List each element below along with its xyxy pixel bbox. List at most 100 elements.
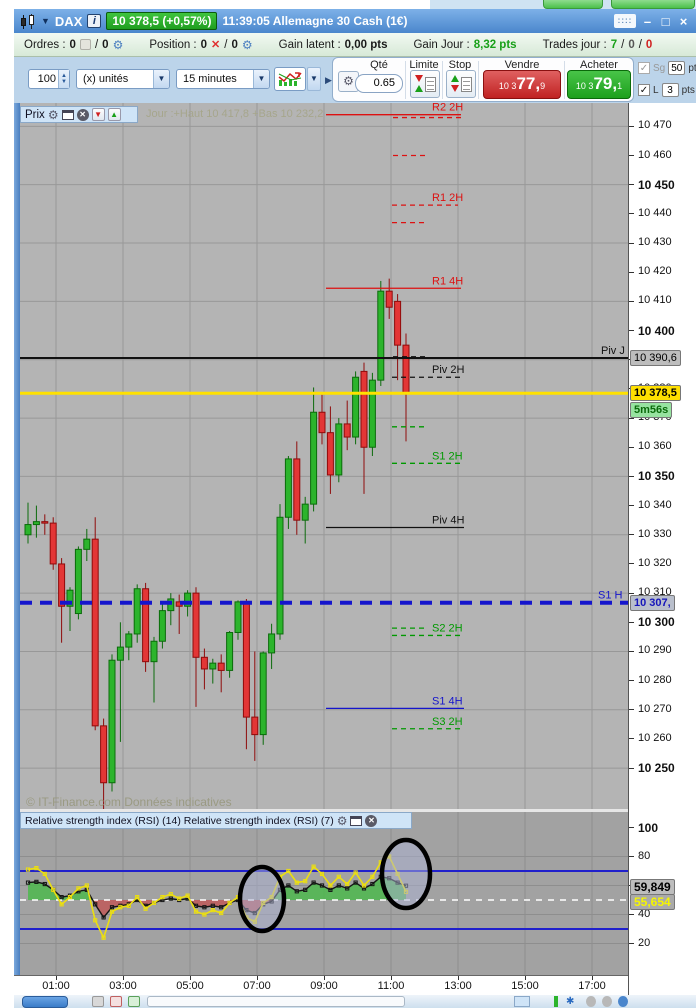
- unit-mode-value: (x) unités: [83, 73, 129, 85]
- rsi-line: [27, 876, 407, 919]
- background-green-button[interactable]: [543, 0, 603, 9]
- level-label: R2 2H: [432, 103, 463, 114]
- pane-splitter[interactable]: [20, 809, 628, 812]
- time-tick-label: 15:00: [511, 980, 539, 992]
- time-tick-label: 07:00: [243, 980, 271, 992]
- candle: [158, 610, 166, 642]
- candle: [310, 411, 318, 505]
- price-pane-header: Prix ⚙ ✕ ▼ ▲: [20, 106, 138, 123]
- limit-unit: pts: [681, 84, 695, 96]
- buy-price-main: 79,: [593, 74, 618, 93]
- price-tick-label: 10 430: [638, 236, 672, 249]
- buy-arrow-icon[interactable]: ▲: [107, 108, 121, 121]
- gain-jour-value: 8,32 pts: [473, 38, 517, 51]
- price-tick-label: 10 410: [638, 294, 672, 307]
- instrument-dropdown-caret-icon[interactable]: ▼: [41, 16, 50, 26]
- time-tick-label: 01:00: [42, 980, 70, 992]
- taskbar-blue-circle-icon[interactable]: [618, 996, 628, 1007]
- trades-neutral: 0: [628, 38, 635, 51]
- minimize-button[interactable]: –: [643, 13, 652, 29]
- close-pane-icon[interactable]: ✕: [365, 814, 378, 827]
- qty-input[interactable]: 0.65: [355, 74, 403, 93]
- time-axis[interactable]: 01:00 03:00 05:00 07:00 09:00 11:00 13:00 15:00…: [14, 975, 628, 995]
- maximize-button[interactable]: □: [661, 13, 670, 29]
- price-pane-title: Prix: [25, 108, 45, 121]
- orders-settings-gear-icon[interactable]: ⚙: [112, 37, 124, 52]
- candle: [200, 656, 208, 670]
- info-icon[interactable]: i: [87, 14, 102, 28]
- candle: [58, 563, 66, 607]
- order-sheet-icon: [461, 77, 472, 92]
- taskbar-icon[interactable]: [514, 996, 530, 1007]
- price-tick-label: 10 340: [638, 498, 672, 511]
- background-green-button[interactable]: [611, 0, 695, 9]
- candle: [49, 522, 57, 565]
- axis-tick: [123, 976, 124, 980]
- taskbar-gray-circle-icon[interactable]: [602, 996, 612, 1007]
- axis-tick: [56, 976, 57, 980]
- keyboard-icon[interactable]: ::::: [614, 14, 636, 28]
- sg-label: Sg: [653, 62, 666, 74]
- order-settings-wrench-icon[interactable]: ⚙: [338, 71, 359, 92]
- candle: [226, 632, 234, 671]
- limit-order-button[interactable]: [410, 70, 440, 98]
- taskbar-red-icon[interactable]: [110, 996, 122, 1007]
- limit-checkbox[interactable]: ✓: [638, 84, 650, 96]
- level-label: S1 2H: [432, 450, 463, 462]
- cancel-orders-icon[interactable]: [79, 39, 91, 50]
- sell-price-decimal: 9: [540, 81, 546, 91]
- sell-arrow-icon[interactable]: ▼: [91, 108, 105, 121]
- level-label: S1 4H: [432, 695, 463, 707]
- qty-label: Qté: [370, 59, 388, 71]
- unit-mode-select[interactable]: (x) unités ▼: [76, 69, 170, 89]
- close-position-icon[interactable]: ✕: [211, 39, 221, 51]
- taskbar-blue-star-icon[interactable]: ✱: [566, 996, 575, 1007]
- expand-arrow-icon[interactable]: ▶: [325, 75, 332, 85]
- chart-style-button[interactable]: [274, 67, 306, 91]
- timeframe-select[interactable]: 15 minutes ▼: [176, 69, 270, 89]
- level-label: S3 2H: [432, 716, 463, 728]
- instrument-symbol[interactable]: DAX: [54, 13, 83, 29]
- quantity-value[interactable]: 100: [37, 73, 56, 85]
- separator: /: [94, 38, 99, 51]
- price-settings-wrench-icon[interactable]: ⚙: [47, 107, 59, 122]
- price-badge: 10 390,6: [630, 349, 681, 366]
- level-label: R1 4H: [432, 275, 463, 287]
- quantity-stepper[interactable]: 100 ▲ ▼: [28, 69, 70, 89]
- position-settings-gear-icon[interactable]: ⚙: [241, 37, 253, 52]
- taskbar-clock-icon[interactable]: [92, 996, 104, 1007]
- close-pane-icon[interactable]: ✕: [76, 108, 89, 121]
- axis-tick: [629, 271, 634, 273]
- separator: /: [621, 38, 625, 51]
- rsi-settings-wrench-icon[interactable]: ⚙: [336, 813, 348, 828]
- chevron-down-icon[interactable]: ▼: [153, 70, 169, 88]
- stepper-arrows-icon[interactable]: ▲ ▼: [58, 70, 69, 88]
- buy-button[interactable]: 10 3 79, 1: [567, 70, 631, 99]
- chevron-down-icon[interactable]: ▼: [253, 70, 269, 88]
- price-axis[interactable]: 10 250 10 260 10 270 10 280 10 290 10 300 10 3…: [628, 103, 696, 995]
- detach-window-icon[interactable]: [61, 109, 74, 120]
- close-button[interactable]: ×: [679, 13, 688, 29]
- price-tick-label: 10 470: [638, 119, 672, 132]
- chart-style-caret-icon[interactable]: ▼: [307, 67, 321, 91]
- taskbar-blue-button[interactable]: [22, 996, 68, 1008]
- stop-order-button[interactable]: [446, 70, 476, 98]
- price-tick-label: 10 300: [638, 615, 675, 630]
- taskbar-green-bar-icon[interactable]: [554, 996, 558, 1007]
- limit-points-input[interactable]: 3: [661, 83, 679, 97]
- taskbar-gray-circle-icon[interactable]: [586, 996, 596, 1007]
- taskbar-green-icon[interactable]: [128, 996, 140, 1007]
- price-chart-canvas[interactable]: R2 2H R1 2H R1 4H Piv J Piv 2H S1 2H Piv 4H S1 …: [20, 103, 628, 809]
- sg-checkbox[interactable]: ✓: [638, 62, 650, 74]
- axis-tick: [391, 976, 392, 980]
- time-tick-label: 11:00: [377, 980, 405, 992]
- sell-button[interactable]: 10 3 77, 9: [483, 70, 561, 99]
- rsi-chart-canvas[interactable]: [20, 812, 628, 975]
- axis-tick: [629, 475, 634, 477]
- level-label: R1 2H: [432, 192, 463, 204]
- sg-points-input[interactable]: 50: [668, 61, 686, 75]
- horizontal-scrollbar[interactable]: [147, 996, 405, 1007]
- detach-window-icon[interactable]: [350, 815, 363, 826]
- candlestick-icon: [20, 13, 36, 29]
